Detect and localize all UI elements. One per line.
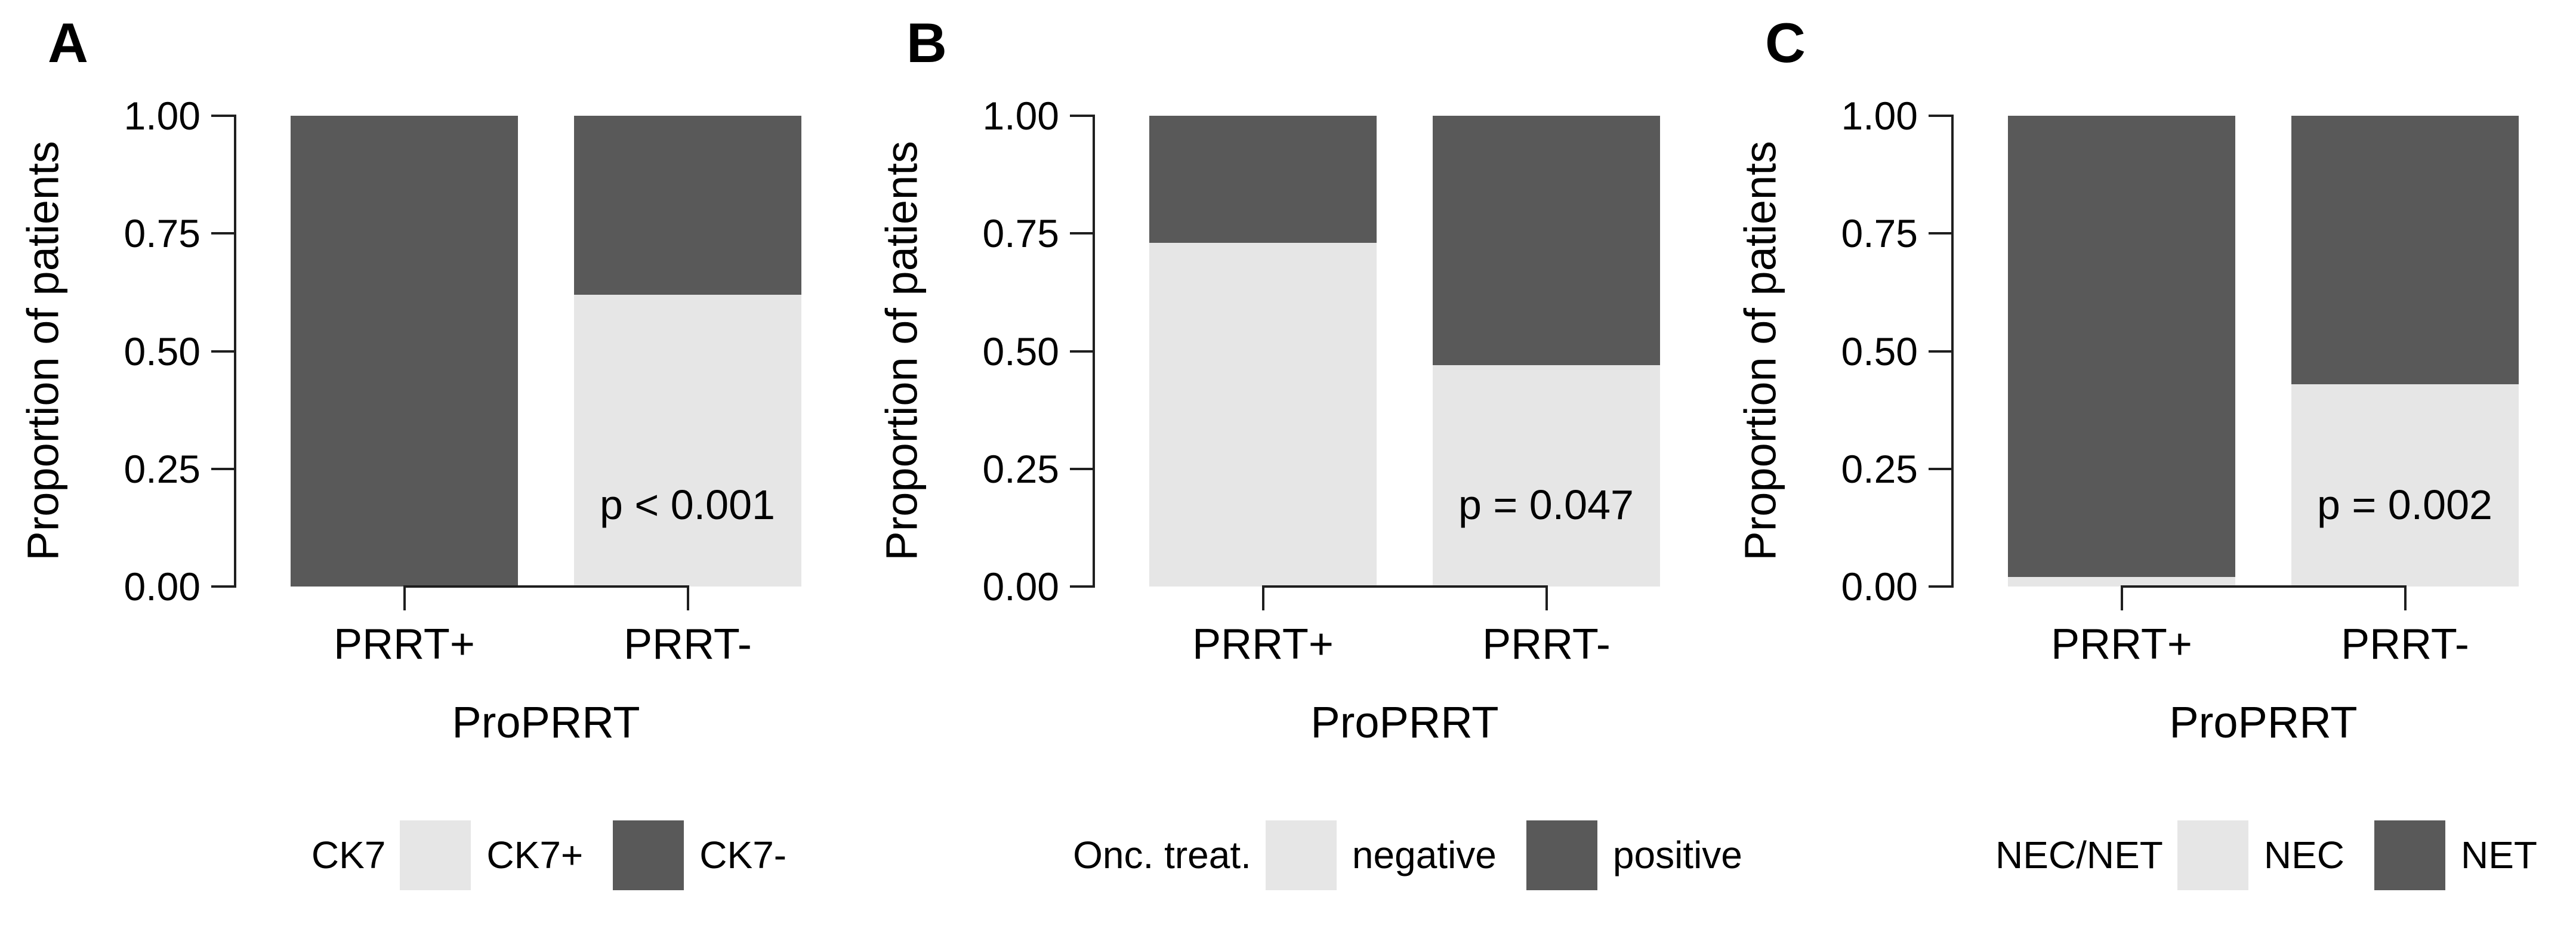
bar-segment-dark — [291, 116, 518, 587]
legend-swatch-dark — [1526, 820, 1597, 890]
panel-letter: A — [48, 11, 88, 74]
legend-title: CK7 — [311, 834, 386, 876]
y-tick — [1929, 232, 1951, 234]
y-tick-label: 0.25 — [124, 447, 200, 491]
x-axis-title: ProPRRT — [452, 697, 640, 747]
y-tick-label: 0.00 — [1841, 564, 1918, 609]
y-tick — [1070, 115, 1093, 117]
x-axis-title: ProPRRT — [2169, 697, 2358, 747]
panel-C: C Proportion of patients 0.00 0.25 0.50 0.75 1… — [1717, 0, 2576, 929]
x-axis-line — [1261, 585, 1548, 588]
panel-A: A Proportion of patients 0.00 0.25 0.50 0.75 1… — [0, 0, 859, 929]
bar-segment-light — [1149, 243, 1377, 587]
legend-label: NEC — [2263, 834, 2345, 876]
legend-swatch-light — [1265, 820, 1337, 890]
y-tick — [1070, 585, 1093, 588]
x-category-label: PRRT+ — [334, 621, 475, 668]
x-tick — [403, 587, 406, 610]
p-value-label: p = 0.047 — [1458, 482, 1634, 528]
bar-segment-dark — [2008, 116, 2235, 577]
x-tick — [1545, 587, 1548, 610]
y-tick-label: 0.75 — [124, 211, 200, 255]
panel-B: B Proportion of patients 0.00 0.25 0.50 0.75 1… — [859, 0, 1742, 929]
x-axis-line — [403, 585, 689, 588]
x-category-label: PRRT+ — [2051, 621, 2192, 668]
y-tick-label: 0.00 — [982, 564, 1059, 609]
y-tick-label: 0.50 — [982, 329, 1059, 374]
legend: CK7 CK7+ CK7- — [239, 820, 859, 890]
y-tick-label: 0.50 — [124, 329, 200, 374]
y-tick-label: 0.00 — [124, 564, 200, 609]
y-tick — [1929, 350, 1951, 353]
y-tick-label: 1.00 — [1841, 94, 1918, 138]
x-axis-line — [2120, 585, 2407, 588]
p-value-label: p = 0.002 — [2317, 482, 2492, 528]
x-axis-title: ProPRRT — [1310, 697, 1499, 747]
legend-title: Onc. treat. — [1073, 834, 1251, 876]
y-tick — [211, 585, 234, 588]
legend-title: NEC/NET — [1995, 834, 2163, 876]
legend-label: NET — [2461, 834, 2538, 876]
y-tick — [211, 232, 234, 234]
y-tick-label: 0.50 — [1841, 329, 1918, 374]
y-tick — [1070, 350, 1093, 353]
bar-segment-dark — [1433, 116, 1660, 365]
y-tick — [1929, 115, 1951, 117]
y-tick-label: 0.25 — [1841, 447, 1918, 491]
y-tick — [211, 350, 234, 353]
y-tick-label: 0.25 — [982, 447, 1059, 491]
x-tick — [686, 587, 689, 610]
bar-segment-light — [2008, 577, 2235, 587]
x-category-label: PRRT- — [2341, 621, 2469, 668]
bar-segment-dark — [1149, 116, 1377, 243]
y-tick — [211, 115, 234, 117]
y-tick — [1929, 468, 1951, 470]
legend-swatch-light — [2177, 820, 2248, 890]
y-tick — [1070, 468, 1093, 470]
legend-swatch-dark — [613, 820, 684, 890]
x-tick — [1261, 587, 1264, 610]
y-axis-line — [1093, 115, 1095, 588]
x-category-label: PRRT- — [624, 621, 752, 668]
panel-letter: B — [906, 11, 947, 74]
legend-swatch-light — [400, 820, 471, 890]
legend-label: CK7- — [699, 834, 787, 876]
legend-label: positive — [1612, 834, 1742, 876]
y-tick — [211, 468, 234, 470]
y-tick-label: 1.00 — [982, 94, 1059, 138]
legend: Onc. treat. negative positive — [1073, 820, 1742, 890]
panel-letter: C — [1765, 11, 1806, 74]
y-tick — [1929, 585, 1951, 588]
y-tick-label: 1.00 — [124, 94, 200, 138]
legend-swatch-dark — [2374, 820, 2446, 890]
bar-segment-light — [1433, 365, 1660, 587]
bar-segment-dark — [2291, 116, 2519, 384]
legend-label: CK7+ — [486, 834, 584, 876]
bar-segment-dark — [574, 116, 801, 295]
x-category-label: PRRT- — [1482, 621, 1611, 668]
x-tick — [2404, 587, 2407, 610]
y-axis-line — [1951, 115, 1954, 588]
x-category-label: PRRT+ — [1192, 621, 1334, 668]
bar-segment-light — [2291, 384, 2519, 587]
legend: NEC/NET NEC NET — [1956, 820, 2576, 890]
bar-segment-light — [574, 295, 801, 587]
y-axis-line — [234, 115, 236, 588]
x-tick — [2120, 587, 2123, 610]
y-tick-label: 0.75 — [1841, 211, 1918, 255]
y-tick-label: 0.75 — [982, 211, 1059, 255]
p-value-label: p < 0.001 — [600, 482, 775, 528]
y-tick — [1070, 232, 1093, 234]
legend-label: negative — [1352, 834, 1497, 876]
